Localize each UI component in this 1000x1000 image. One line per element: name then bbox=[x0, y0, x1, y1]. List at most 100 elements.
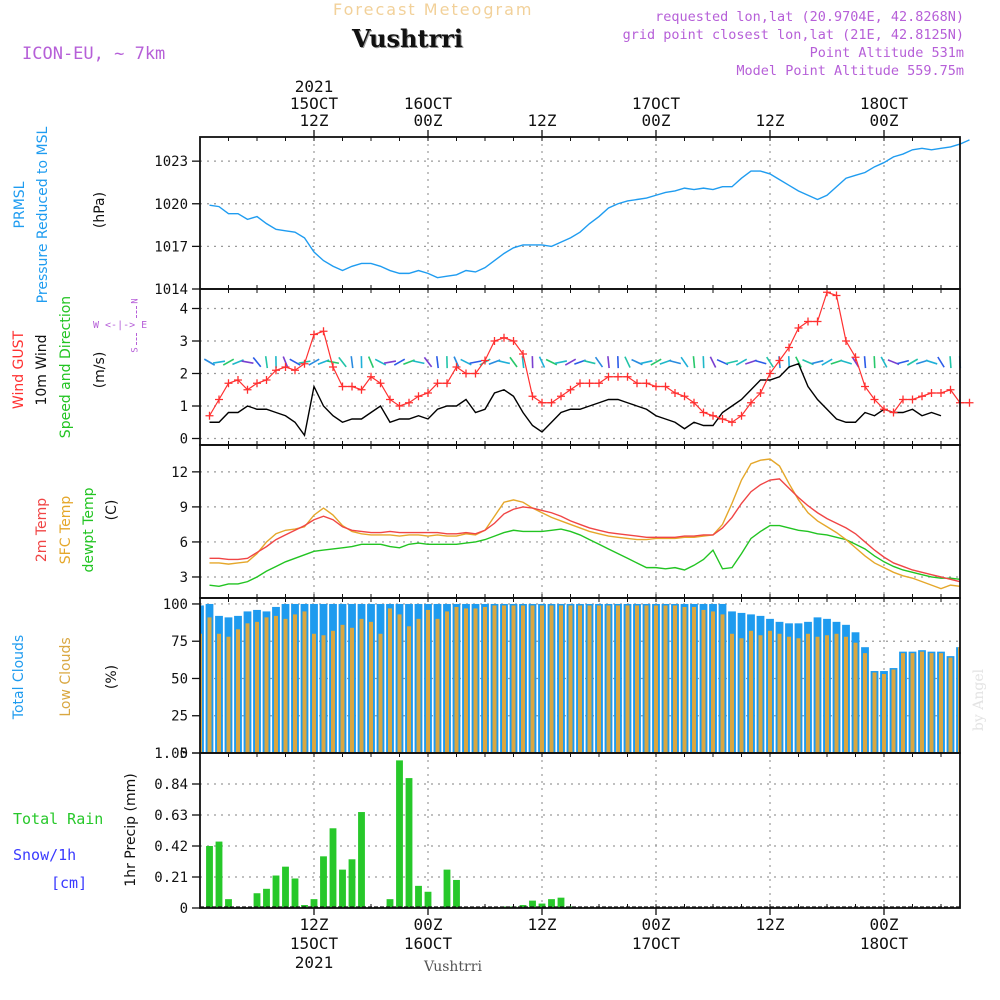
gust-marker bbox=[557, 392, 565, 401]
gust-marker bbox=[471, 369, 480, 378]
low-clouds-bar bbox=[616, 605, 620, 753]
y-tick-label: 1.05 bbox=[154, 746, 188, 762]
top-time-label: 16OCT bbox=[404, 94, 453, 113]
gust-marker bbox=[633, 379, 641, 388]
rain-bar bbox=[320, 856, 327, 908]
wind-arrow bbox=[607, 356, 610, 369]
gust-marker bbox=[766, 369, 774, 378]
rain-bar bbox=[225, 899, 232, 908]
low-clouds-bar bbox=[929, 653, 934, 753]
gust-marker bbox=[709, 411, 717, 420]
low-clouds-bar bbox=[407, 626, 411, 753]
low-clouds-bar bbox=[644, 605, 649, 753]
low-clouds-bar bbox=[312, 633, 316, 753]
rain-bar bbox=[215, 841, 223, 908]
low-clouds-bar bbox=[321, 635, 326, 753]
y-tick-label: 25 bbox=[171, 709, 188, 725]
gust-marker bbox=[756, 389, 765, 397]
wind-arrow bbox=[289, 358, 301, 366]
low-clouds-bar bbox=[293, 614, 297, 753]
rain-bar bbox=[453, 879, 460, 908]
rain-bar bbox=[310, 899, 318, 908]
low-clouds-bar bbox=[787, 636, 791, 753]
low-clouds-bar bbox=[464, 608, 468, 753]
wind-arrow bbox=[383, 360, 397, 364]
wind-arrow bbox=[925, 359, 938, 365]
wind-arrow bbox=[264, 356, 269, 369]
low-clouds-bar bbox=[625, 605, 630, 753]
low-clouds-bar bbox=[749, 630, 753, 753]
wind-arrow bbox=[497, 360, 511, 365]
rain-bar bbox=[415, 885, 422, 908]
rain-bar bbox=[538, 903, 546, 908]
wind-arrow bbox=[735, 358, 748, 366]
low-clouds-bar bbox=[701, 609, 706, 753]
low-clouds-bar bbox=[388, 608, 392, 753]
model-altitude: Model Point Altitude 559.75m bbox=[736, 63, 964, 79]
gust-marker bbox=[500, 333, 508, 342]
model-label: ICON-EU, ~ 7km bbox=[22, 44, 166, 64]
gust-marker bbox=[272, 366, 280, 375]
bottom-time-label: 00Z bbox=[870, 915, 899, 934]
wind-arrow bbox=[212, 360, 226, 364]
wind-arrow bbox=[594, 356, 604, 368]
y-tick-label: 1017 bbox=[154, 239, 188, 255]
low-clouds-bar bbox=[606, 605, 611, 753]
low-clouds-bar bbox=[834, 633, 839, 753]
wind-arrow bbox=[802, 359, 814, 366]
gust-marker bbox=[718, 415, 727, 423]
low-clouds-bar bbox=[445, 611, 449, 753]
gust-marker bbox=[728, 418, 736, 427]
top-time-label: 2021 bbox=[295, 77, 334, 96]
cloud-bars bbox=[200, 603, 960, 753]
low-clouds-bar bbox=[673, 605, 677, 753]
snow-label: Snow/1h bbox=[13, 846, 77, 864]
low-clouds-bar bbox=[369, 621, 373, 753]
rain-bar bbox=[396, 760, 403, 908]
gust-marker bbox=[319, 327, 328, 336]
rain-bar bbox=[339, 869, 346, 908]
rain-bar bbox=[329, 828, 337, 908]
wind-arrow bbox=[709, 356, 717, 368]
gust-marker bbox=[861, 382, 869, 391]
gust-marker bbox=[490, 337, 499, 345]
wind-arrow bbox=[906, 358, 919, 366]
top-time-label: 00Z bbox=[414, 111, 443, 130]
requested-coords: requested lon,lat (20.9704E, 42.8268N) bbox=[655, 9, 964, 25]
gust-marker bbox=[832, 291, 841, 300]
gust-marker bbox=[937, 389, 945, 397]
low-clouds-bar bbox=[872, 672, 877, 753]
gust-marker bbox=[747, 398, 755, 407]
top-time-label: 18OCT bbox=[860, 94, 909, 113]
rain-bar bbox=[253, 893, 261, 908]
low-clouds-bar bbox=[511, 605, 516, 753]
y-tick-label: 0.63 bbox=[154, 808, 188, 824]
wind-arrow bbox=[252, 356, 262, 368]
top-time-label: 12Z bbox=[756, 111, 785, 130]
y-tick-label: 3 bbox=[180, 334, 188, 350]
gust-marker bbox=[462, 369, 470, 378]
top-time-label: 12Z bbox=[528, 111, 557, 130]
wind-arrow bbox=[538, 356, 546, 368]
low-clouds-bar bbox=[901, 653, 905, 753]
top-time-label: 00Z bbox=[870, 111, 899, 130]
gust-marker bbox=[566, 385, 575, 394]
low-clouds-bar bbox=[730, 633, 734, 753]
gust-marker bbox=[338, 382, 347, 391]
bottom-time-label: 2021 bbox=[295, 953, 334, 972]
gust-marker bbox=[870, 395, 879, 404]
wind-arrow bbox=[583, 359, 596, 365]
wind-arrow bbox=[811, 359, 824, 365]
y-tick-label: 50 bbox=[171, 671, 188, 687]
rain-bar bbox=[206, 846, 213, 908]
y-tick-label: 0 bbox=[180, 901, 188, 917]
gust-marker bbox=[234, 376, 242, 384]
wind-arrow bbox=[326, 360, 340, 365]
gust-marker bbox=[965, 398, 974, 407]
gust-marker bbox=[452, 363, 461, 371]
wind-arrow bbox=[795, 356, 802, 368]
bottom-time-label: 16OCT bbox=[404, 934, 453, 953]
gust-marker bbox=[842, 337, 850, 345]
gust-marker bbox=[899, 395, 907, 404]
low-clouds-bar bbox=[473, 608, 478, 753]
